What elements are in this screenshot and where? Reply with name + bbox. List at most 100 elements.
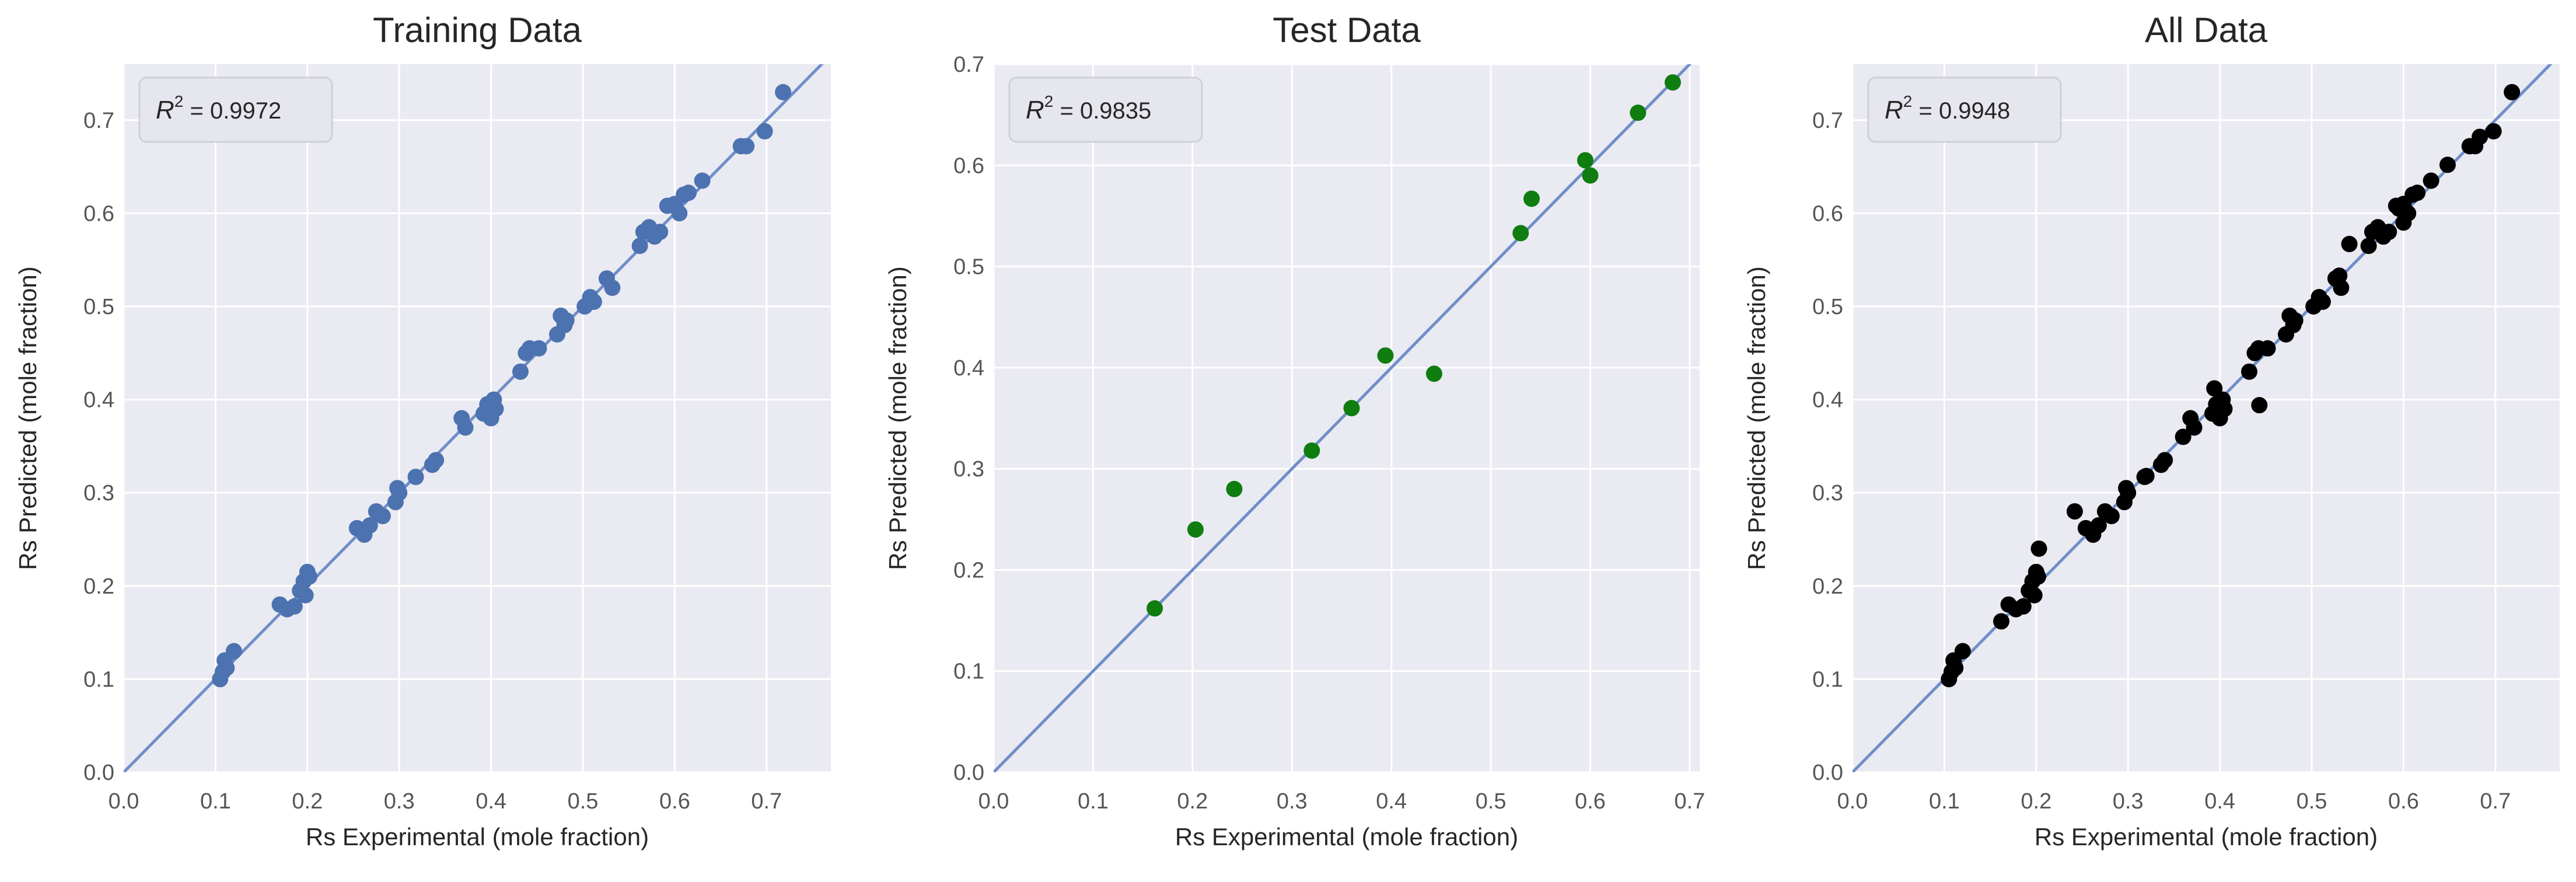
r2-symbol: R: [156, 96, 174, 124]
data-point: [585, 293, 602, 310]
data-point: [1947, 660, 1964, 677]
data-point: [2287, 312, 2304, 329]
data-point: [2400, 205, 2417, 222]
data-point: [2206, 380, 2223, 397]
data-point: [428, 452, 445, 469]
data-point: [558, 312, 575, 329]
x-tick-label: 0.0: [978, 789, 1009, 814]
data-point: [1512, 225, 1529, 242]
chart-title: All Data: [2145, 11, 2268, 50]
r2-superscript: 2: [1044, 92, 1054, 110]
r2-annotation: R2 = 0.9835: [1026, 92, 1151, 124]
data-point: [2030, 540, 2047, 557]
x-tick-label: 0.4: [2204, 789, 2235, 814]
y-axis-label: Rs Predicted (mole fraction): [884, 266, 911, 570]
data-point: [671, 205, 688, 222]
data-point: [1226, 480, 1243, 497]
data-point: [2090, 517, 2107, 534]
x-tick-label: 0.1: [1078, 789, 1109, 814]
data-point: [2120, 484, 2137, 501]
data-point: [694, 172, 711, 189]
data-point: [652, 224, 669, 240]
data-point: [2186, 419, 2203, 436]
data-point: [286, 598, 303, 615]
r2-value: = 0.9972: [183, 98, 281, 124]
y-tick-label: 0.1: [83, 667, 114, 692]
y-tick-label: 0.6: [953, 154, 984, 178]
chart-title: Test Data: [1273, 11, 1421, 50]
x-tick-label: 0.7: [2480, 789, 2511, 814]
y-tick-label: 0.3: [953, 457, 984, 482]
y-tick-label: 0.6: [1812, 201, 1843, 226]
data-point: [300, 568, 317, 585]
r2-annotation: R2 = 0.9948: [1885, 92, 2010, 124]
r2-symbol: R: [1026, 96, 1044, 124]
data-point: [1954, 643, 1971, 660]
x-tick-label: 0.2: [292, 789, 323, 814]
test-points: [1147, 74, 1681, 617]
x-tick-label: 0.2: [1177, 789, 1208, 814]
data-point: [2331, 267, 2348, 284]
data-point: [1993, 613, 2009, 630]
data-point: [1147, 600, 1163, 617]
data-point: [1425, 365, 1442, 382]
data-point: [218, 660, 235, 677]
x-tick-label: 0.7: [751, 789, 782, 814]
y-tick-label: 0.3: [83, 481, 114, 506]
data-point: [1664, 74, 1681, 91]
y-tick-label: 0.7: [953, 53, 984, 77]
data-point: [1523, 190, 1540, 207]
y-tick-label: 0.0: [1812, 761, 1843, 785]
data-point: [631, 238, 648, 255]
data-point: [1582, 167, 1599, 184]
y-tick-label: 0.4: [953, 356, 984, 381]
y-tick-label: 0.1: [1812, 667, 1843, 692]
r2-value: = 0.9948: [1912, 98, 2010, 124]
r2-box: [138, 76, 333, 143]
y-tick-label: 0.2: [83, 574, 114, 599]
data-point: [2341, 236, 2358, 253]
x-tick-label: 0.1: [200, 789, 231, 814]
data-point: [297, 587, 314, 604]
y-axis-label: Rs Predicted (mole fraction): [1743, 266, 1770, 570]
x-tick-label: 0.3: [1277, 789, 1308, 814]
y-tick-label: 0.7: [83, 109, 114, 133]
data-point: [2259, 340, 2276, 357]
data-point: [2015, 598, 2032, 615]
y-tick-label: 0.0: [83, 761, 114, 785]
data-point: [2138, 468, 2155, 484]
x-tick-label: 0.5: [568, 789, 599, 814]
r2-box: [1008, 76, 1203, 143]
data-point: [374, 508, 391, 525]
data-point: [775, 83, 792, 100]
y-tick-label: 0.2: [953, 558, 984, 583]
x-tick-label: 0.5: [1476, 789, 1507, 814]
data-point: [361, 517, 378, 534]
x-tick-label: 0.0: [1837, 789, 1868, 814]
x-tick-label: 0.4: [476, 789, 506, 814]
data-point: [407, 469, 424, 486]
data-point: [738, 138, 755, 155]
data-point: [604, 280, 621, 297]
y-tick-label: 0.0: [953, 761, 984, 785]
data-point: [2241, 363, 2257, 380]
data-point: [391, 484, 408, 501]
y-tick-label: 0.6: [83, 201, 114, 226]
y-tick-label: 0.1: [953, 660, 984, 684]
y-tick-label: 0.2: [1812, 574, 1843, 599]
data-point: [2409, 184, 2426, 201]
data-point: [2439, 156, 2456, 173]
data-point: [2251, 397, 2268, 414]
data-point: [2485, 123, 2502, 140]
all-points: [1941, 83, 2521, 688]
data-point: [2066, 503, 2083, 520]
data-point: [1343, 400, 1360, 417]
x-axis-label: Rs Experimental (mole fraction): [2035, 823, 2378, 850]
x-tick-label: 0.6: [2388, 789, 2419, 814]
r2-symbol: R: [1885, 96, 1903, 124]
data-point: [1303, 442, 1320, 459]
data-point: [487, 400, 504, 417]
data-point: [512, 363, 529, 380]
data-point: [2103, 508, 2120, 525]
